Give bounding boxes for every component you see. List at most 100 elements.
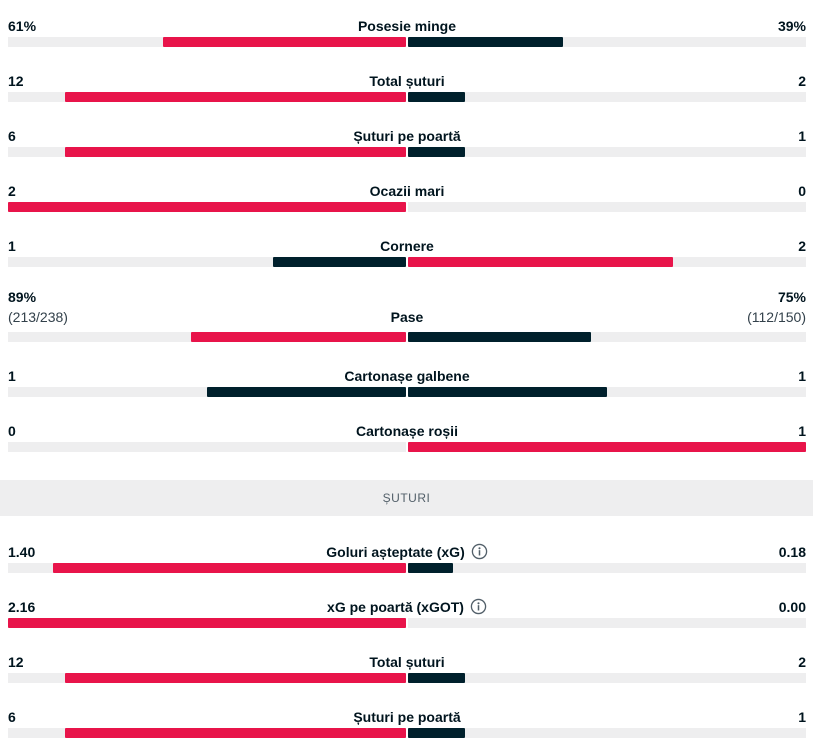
stat-label-text: Total șuturi — [369, 654, 445, 670]
stat-label-text: Cartonașe galbene — [344, 368, 470, 384]
stat-label-text: Total șuturi — [369, 73, 445, 89]
away-bar-track — [408, 332, 806, 342]
home-value: 2.16 — [8, 599, 36, 615]
away-value: 1 — [798, 128, 806, 144]
stat-label: Goluri așteptate (xG) — [8, 543, 806, 561]
stat-row: 6 1 Șuturi pe poartă — [8, 691, 806, 744]
away-value: 1 — [798, 709, 806, 725]
stat-label: Șuturi pe poartă — [8, 708, 806, 726]
away-bar-track — [408, 202, 806, 212]
stat-row: 89% 75% (213/238) (112/150) Pase — [8, 275, 806, 350]
home-value: 61% — [8, 18, 37, 34]
stat-row: 1 2 Cornere — [8, 220, 806, 275]
home-value: 6 — [8, 709, 16, 725]
stat-row: 6 1 Șuturi pe poartă — [8, 110, 806, 165]
stat-label: Șuturi pe poartă — [8, 127, 806, 145]
home-value: 12 — [8, 73, 24, 89]
stat-row: 61% 39% Posesie minge — [8, 0, 806, 55]
away-bar-track — [408, 673, 806, 683]
stat-label-text: Ocazii mari — [369, 183, 445, 199]
away-value: 75% — [777, 289, 806, 305]
stats-list-bottom: 1.40 0.18 Goluri așteptate (xG) 2.16 0.00 xG … — [8, 526, 806, 744]
stat-label: Cartonașe galbene — [8, 367, 806, 385]
stat-label-text: Cartonașe roșii — [356, 423, 458, 439]
away-bar-track — [408, 728, 806, 738]
stat-label: xG pe poartă (xGOT) — [8, 598, 806, 616]
stat-label: Cartonașe roșii — [8, 422, 806, 440]
home-bar-track — [8, 37, 406, 47]
stats-list-top: 61% 39% Posesie minge 12 2 Total șuturi 6 1 Șutu… — [8, 0, 806, 460]
away-bar-track — [408, 92, 806, 102]
home-bar-fill — [53, 563, 406, 573]
away-value: 0.00 — [778, 599, 806, 615]
stat-label-text: Șuturi pe poartă — [353, 709, 461, 725]
home-bar-fill — [207, 387, 406, 397]
away-sub-value: (112/150) — [747, 309, 806, 325]
stat-label: Total șuturi — [8, 653, 806, 671]
stat-row: 2.16 0.00 xG pe poartă (xGOT) — [8, 581, 806, 636]
home-bar-track — [8, 673, 406, 683]
away-bar-track — [408, 37, 806, 47]
away-bar-fill — [408, 37, 563, 47]
away-value: 2 — [798, 238, 806, 254]
stat-label-text: Cornere — [380, 238, 434, 254]
home-bar-track — [8, 618, 406, 628]
section-header-shots: ȘUTURI — [0, 480, 813, 516]
home-bar-fill — [65, 92, 406, 102]
away-bar-track — [408, 147, 806, 157]
home-bar-track — [8, 257, 406, 267]
away-value: 2 — [798, 654, 806, 670]
home-bar-track — [8, 332, 406, 342]
home-bar-fill — [273, 257, 406, 267]
away-value: 0.18 — [778, 544, 806, 560]
away-bar-fill — [408, 673, 465, 683]
away-value: 0 — [798, 183, 806, 199]
home-bar-fill — [8, 202, 406, 212]
home-bar-fill — [163, 37, 406, 47]
home-bar-track — [8, 387, 406, 397]
home-bar-fill — [8, 618, 406, 628]
away-value: 1 — [798, 368, 806, 384]
home-bar-track — [8, 202, 406, 212]
home-bar-fill — [65, 728, 406, 738]
home-bar-fill — [191, 332, 406, 342]
away-value: 2 — [798, 73, 806, 89]
home-bar-fill — [65, 147, 406, 157]
away-bar-track — [408, 387, 806, 397]
away-bar-fill — [408, 442, 806, 452]
stat-label-text: xG pe poartă (xGOT) — [327, 599, 464, 615]
info-icon[interactable] — [470, 598, 487, 615]
away-bar-track — [408, 618, 806, 628]
away-bar-fill — [408, 147, 465, 157]
stat-label-text: Pase — [390, 309, 424, 325]
stat-row: 12 2 Total șuturi — [8, 636, 806, 691]
stat-row: 1 1 Cartonașe galbene — [8, 350, 806, 405]
away-bar-fill — [408, 332, 591, 342]
home-value: 6 — [8, 128, 16, 144]
away-bar-fill — [408, 728, 465, 738]
away-value: 1 — [798, 423, 806, 439]
stat-row: 2 0 Ocazii mari — [8, 165, 806, 220]
away-bar-track — [408, 257, 806, 267]
stat-label: Posesie minge — [8, 17, 806, 35]
away-value: 39% — [777, 18, 806, 34]
home-value: 1 — [8, 238, 16, 254]
home-bar-track — [8, 563, 406, 573]
info-icon[interactable] — [471, 543, 488, 560]
away-bar-fill — [408, 92, 465, 102]
home-bar-fill — [65, 673, 406, 683]
home-value: 1.40 — [8, 544, 36, 560]
home-bar-track — [8, 442, 406, 452]
stat-label: Cornere — [8, 237, 806, 255]
stat-label-text: Posesie minge — [357, 18, 457, 34]
stat-label: Ocazii mari — [8, 182, 806, 200]
home-sub-value: (213/238) — [8, 309, 68, 325]
away-bar-fill — [408, 257, 673, 267]
section-title: ȘUTURI — [382, 491, 431, 505]
home-value: 0 — [8, 423, 16, 439]
stat-row: 1.40 0.18 Goluri așteptate (xG) — [8, 526, 806, 581]
stat-row: 12 2 Total șuturi — [8, 55, 806, 110]
stat-label: Total șuturi — [8, 72, 806, 90]
home-bar-track — [8, 92, 406, 102]
away-bar-track — [408, 563, 806, 573]
